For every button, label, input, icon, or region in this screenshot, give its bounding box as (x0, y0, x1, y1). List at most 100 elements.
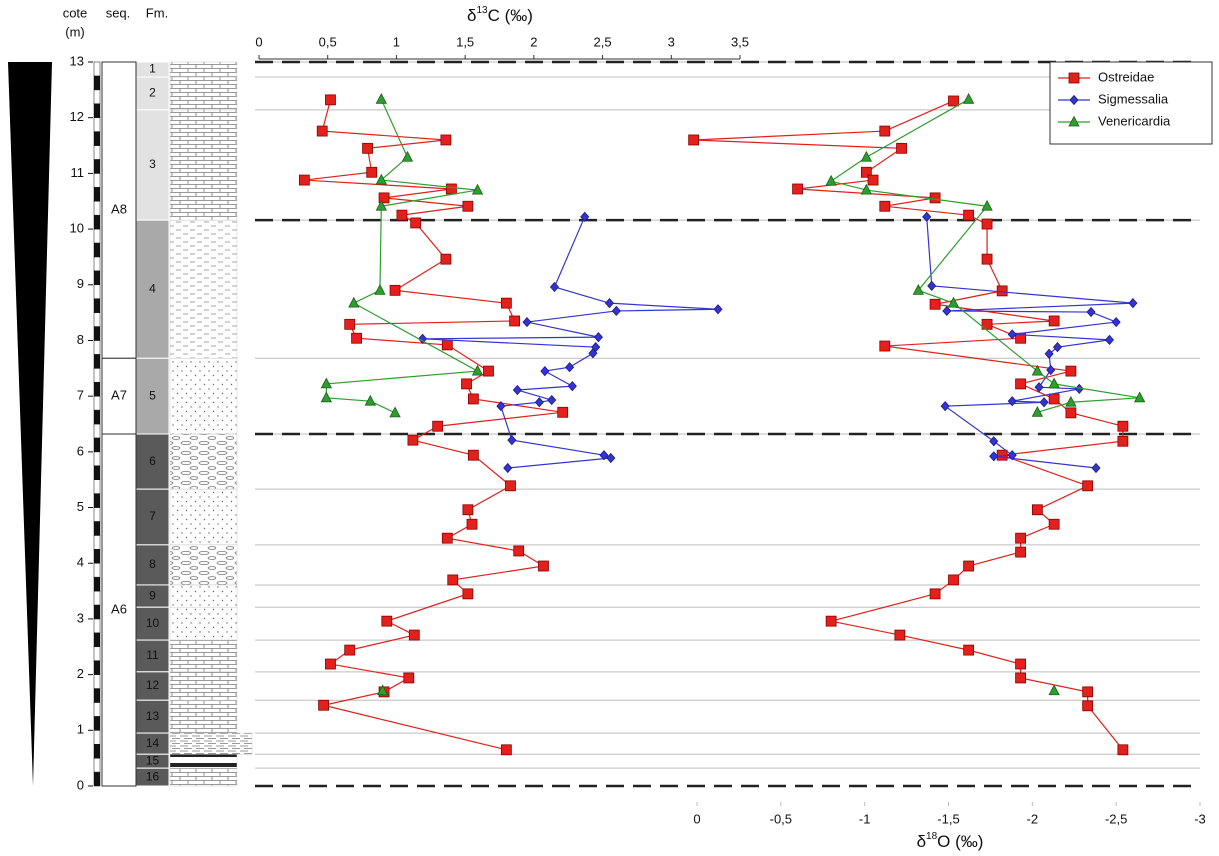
sequence-label: A8 (111, 202, 127, 217)
x-tick-label: 0 (255, 34, 262, 49)
y-tick-label: 12 (70, 109, 84, 124)
data-point (963, 209, 975, 221)
data-point (408, 629, 420, 641)
scale-bar (93, 89, 101, 105)
data-point (471, 364, 484, 376)
data-point (447, 574, 459, 586)
label-part: 18 (926, 831, 938, 842)
data-point (963, 560, 975, 572)
data-point (867, 174, 879, 186)
data-point (1015, 378, 1026, 390)
data-point (1031, 405, 1044, 417)
data-point (512, 384, 522, 396)
formation-cell (135, 544, 170, 586)
y-tick-label: 8 (77, 332, 84, 347)
sequence-label: A6 (111, 601, 127, 616)
data-point (792, 183, 803, 195)
y-tick-label: 13 (70, 53, 84, 68)
data-point (547, 394, 557, 406)
data-point (1117, 420, 1129, 432)
x-tick-label: -1 (859, 811, 871, 826)
scale-bar (93, 270, 101, 286)
data-point (344, 644, 356, 656)
y-tick-label: 3 (77, 610, 84, 625)
legend-label: Venericardia (1098, 113, 1171, 128)
y-tick-label: 4 (77, 555, 84, 570)
scale-bar (93, 228, 101, 244)
data-point (418, 333, 428, 344)
data-point (503, 462, 513, 474)
data-point (981, 253, 993, 265)
data-point (298, 174, 310, 186)
scale-bar (93, 256, 101, 272)
data-point (461, 378, 472, 390)
data-point (1007, 329, 1017, 340)
data-point (894, 629, 906, 641)
scale-bar (93, 535, 101, 550)
data-point (500, 744, 512, 756)
data-point (500, 297, 512, 309)
data-point (599, 450, 609, 461)
formation-label: 2 (149, 86, 156, 100)
legend-marker (1068, 72, 1080, 84)
x-tick-label: 0,5 (319, 34, 337, 49)
sequence-cell (101, 433, 137, 787)
data-point (1117, 744, 1129, 756)
data-point (1046, 364, 1056, 376)
lithology (169, 358, 238, 435)
data-point (1048, 315, 1060, 327)
data-point (318, 699, 329, 711)
series-line (926, 216, 1133, 469)
scale-bar (93, 381, 101, 397)
scale-bar (93, 674, 101, 689)
bottom-axis-title: δ18O (‰) (917, 831, 984, 852)
formation-label: 4 (149, 281, 156, 295)
scale-bar (93, 117, 101, 132)
data-point (1086, 306, 1096, 318)
formation-label: 9 (149, 588, 156, 602)
data-point (445, 183, 457, 195)
y-tick-label: 11 (71, 165, 85, 180)
legend-marker (1068, 115, 1080, 127)
lithology (169, 61, 238, 78)
formation-label: 5 (149, 388, 156, 402)
scale-bar (93, 618, 101, 634)
x-tick-label: -2,5 (1105, 811, 1127, 826)
data-point (929, 588, 941, 600)
scale-bar (93, 75, 101, 91)
data-point (462, 200, 474, 212)
data-point (989, 436, 999, 447)
data-point (467, 393, 479, 405)
data-point (462, 588, 474, 600)
data-point (611, 305, 621, 317)
fm-header: Fm. (146, 5, 168, 20)
data-point (1007, 396, 1017, 407)
data-point (940, 401, 950, 412)
data-point (344, 318, 356, 330)
data-point (483, 365, 494, 377)
formation-label: 1 (149, 62, 156, 76)
formation-label: 13 (146, 709, 160, 723)
data-point (713, 304, 723, 315)
data-point (1082, 686, 1094, 698)
x-tick-label: 1 (393, 34, 400, 49)
scale-bar (93, 354, 101, 369)
lithology (169, 767, 238, 787)
data-point (929, 192, 941, 204)
data-point (1015, 672, 1026, 684)
data-point (996, 285, 1008, 297)
data-point (912, 283, 924, 295)
data-point (1117, 435, 1129, 447)
data-point (351, 332, 362, 344)
data-point (1015, 532, 1026, 544)
lithology (169, 544, 238, 586)
formation-cell (135, 219, 170, 359)
data-point (1133, 391, 1146, 403)
data-point (396, 209, 408, 221)
lithology (169, 488, 238, 546)
data-point (1039, 397, 1049, 408)
data-point (440, 253, 452, 265)
x-tick-label: -1,5 (937, 811, 959, 826)
data-point (989, 451, 999, 462)
data-point (1065, 407, 1077, 419)
